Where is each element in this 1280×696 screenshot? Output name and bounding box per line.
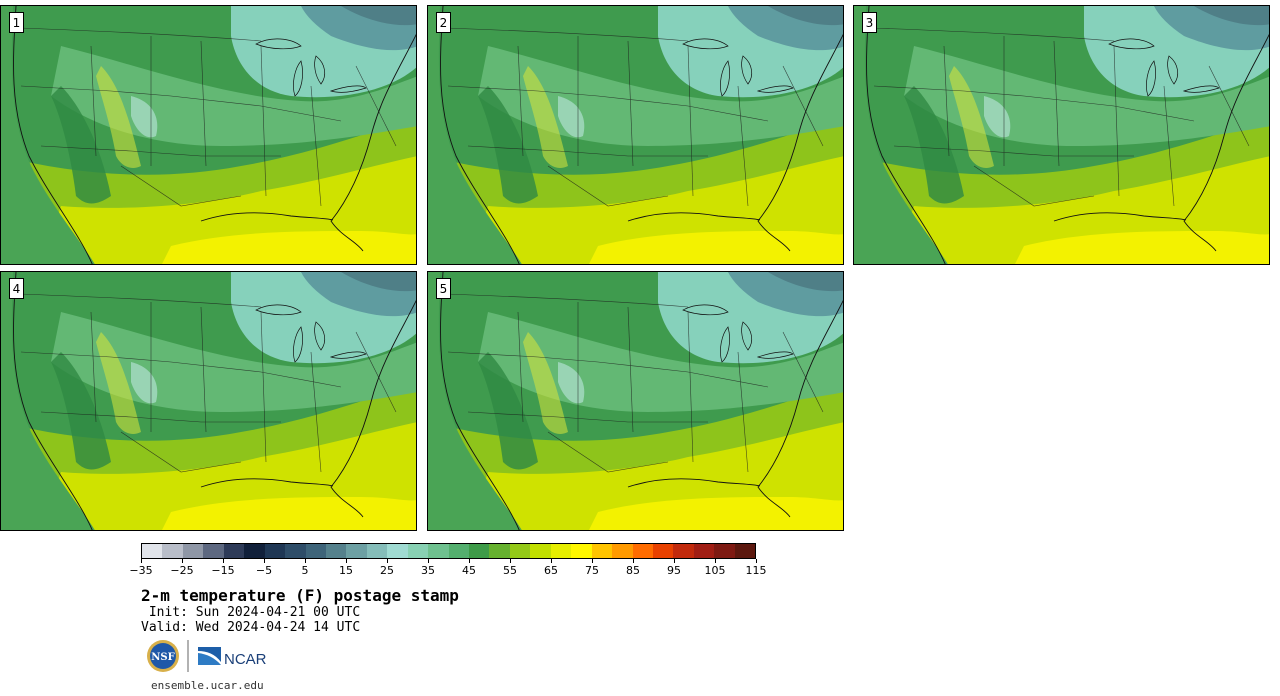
colorbar-tick bbox=[346, 559, 347, 563]
colorbar-tick bbox=[551, 559, 552, 563]
ncar-logo-icon: NCAR bbox=[198, 647, 267, 668]
colorbar-tick-label: 25 bbox=[380, 564, 394, 577]
colorbar-swatch bbox=[305, 544, 326, 558]
colorbar-swatch bbox=[530, 544, 551, 558]
colorbar-swatch bbox=[264, 544, 286, 558]
colorbar-swatch bbox=[325, 544, 347, 558]
page-title: 2-m temperature (F) postage stamp bbox=[141, 586, 459, 605]
colorbar-tick bbox=[387, 559, 388, 563]
panel-number-badge: 4 bbox=[9, 278, 24, 299]
colorbar-tick-label: 85 bbox=[626, 564, 640, 577]
init-time: Init: Sun 2024-04-21 00 UTC bbox=[141, 605, 361, 620]
colorbar-tick-label: 75 bbox=[585, 564, 599, 577]
colorbar-swatch bbox=[673, 544, 694, 558]
temperature-map-3 bbox=[854, 6, 1269, 264]
colorbar-swatch bbox=[591, 544, 613, 558]
colorbar-tick bbox=[510, 559, 511, 563]
colorbar-tick-label: 35 bbox=[421, 564, 435, 577]
colorbar-swatch bbox=[469, 544, 490, 558]
colorbar-swatch bbox=[162, 544, 183, 558]
panel-number-badge: 3 bbox=[862, 12, 877, 33]
temperature-colorbar bbox=[141, 543, 756, 559]
sponsor-logos: NSF NCAR bbox=[145, 638, 275, 674]
colorbar-tick-label: −15 bbox=[211, 564, 235, 577]
colorbar-tick-label: 5 bbox=[301, 564, 309, 577]
map-panel-3[interactable]: 3 bbox=[853, 5, 1270, 265]
colorbar-swatch bbox=[550, 544, 572, 558]
colorbar-swatch bbox=[203, 544, 224, 558]
colorbar-tick bbox=[715, 559, 716, 563]
colorbar-tick bbox=[305, 559, 306, 563]
colorbar-tick-label: −25 bbox=[170, 564, 194, 577]
colorbar-tick-label: 15 bbox=[339, 564, 353, 577]
colorbar-tick bbox=[223, 559, 224, 563]
colorbar-swatch bbox=[387, 544, 408, 558]
panel-number-badge: 1 bbox=[9, 12, 24, 33]
site-url[interactable]: ensemble.ucar.edu bbox=[151, 679, 264, 692]
colorbar-tick bbox=[469, 559, 470, 563]
colorbar-swatch bbox=[489, 544, 510, 558]
ncar-logo-text: NCAR bbox=[224, 651, 267, 668]
temperature-map-5 bbox=[428, 272, 843, 530]
colorbar-swatch bbox=[346, 544, 367, 558]
temperature-map-1 bbox=[1, 6, 416, 264]
colorbar-swatch bbox=[448, 544, 469, 558]
colorbar-tick-label: 45 bbox=[462, 564, 476, 577]
colorbar-tick-label: 105 bbox=[704, 564, 726, 577]
colorbar-tick bbox=[264, 559, 265, 563]
colorbar-tick bbox=[756, 559, 757, 563]
nsf-logo-text: NSF bbox=[151, 652, 174, 663]
colorbar-tick-label: −5 bbox=[255, 564, 273, 577]
colorbar-swatch bbox=[428, 544, 449, 558]
colorbar-swatch bbox=[407, 544, 429, 558]
colorbar-swatch bbox=[223, 544, 245, 558]
colorbar-tick bbox=[633, 559, 634, 563]
colorbar-swatch bbox=[632, 544, 653, 558]
colorbar-swatch bbox=[734, 544, 756, 558]
colorbar-tick bbox=[428, 559, 429, 563]
colorbar-swatch bbox=[571, 544, 592, 558]
temperature-map-4 bbox=[1, 272, 416, 530]
map-panel-2[interactable]: 2 bbox=[427, 5, 844, 265]
colorbar-tick-label: 95 bbox=[667, 564, 681, 577]
colorbar-tick-label: −35 bbox=[129, 564, 153, 577]
map-panel-5[interactable]: 5 bbox=[427, 271, 844, 531]
colorbar-swatch bbox=[714, 544, 735, 558]
colorbar-swatch bbox=[366, 544, 388, 558]
panel-number-badge: 2 bbox=[436, 12, 451, 33]
panel-number-badge: 5 bbox=[436, 278, 451, 299]
colorbar-tick bbox=[592, 559, 593, 563]
colorbar-swatch bbox=[182, 544, 204, 558]
map-panel-1[interactable]: 1 bbox=[0, 5, 417, 265]
colorbar-swatch bbox=[693, 544, 715, 558]
colorbar-tick bbox=[674, 559, 675, 563]
valid-time: Valid: Wed 2024-04-24 14 UTC bbox=[141, 620, 361, 635]
nsf-logo-icon: NSF bbox=[147, 640, 179, 672]
colorbar-tick-label: 65 bbox=[544, 564, 558, 577]
colorbar-swatch bbox=[142, 544, 163, 558]
colorbar-swatch bbox=[285, 544, 306, 558]
colorbar-swatch bbox=[652, 544, 674, 558]
colorbar-ticks: −35 −25 −15 −5 5 15 25 35 45 55 65 75 85 95 105 115 bbox=[129, 559, 767, 581]
colorbar-swatch bbox=[244, 544, 265, 558]
map-panel-4[interactable]: 4 bbox=[0, 271, 417, 531]
colorbar-tick bbox=[141, 559, 142, 563]
temperature-map-2 bbox=[428, 6, 843, 264]
colorbar-tick-label: 115 bbox=[745, 564, 767, 577]
colorbar-swatch bbox=[509, 544, 531, 558]
colorbar-tick bbox=[182, 559, 183, 563]
colorbar-tick-label: 55 bbox=[503, 564, 517, 577]
colorbar-swatch bbox=[612, 544, 633, 558]
